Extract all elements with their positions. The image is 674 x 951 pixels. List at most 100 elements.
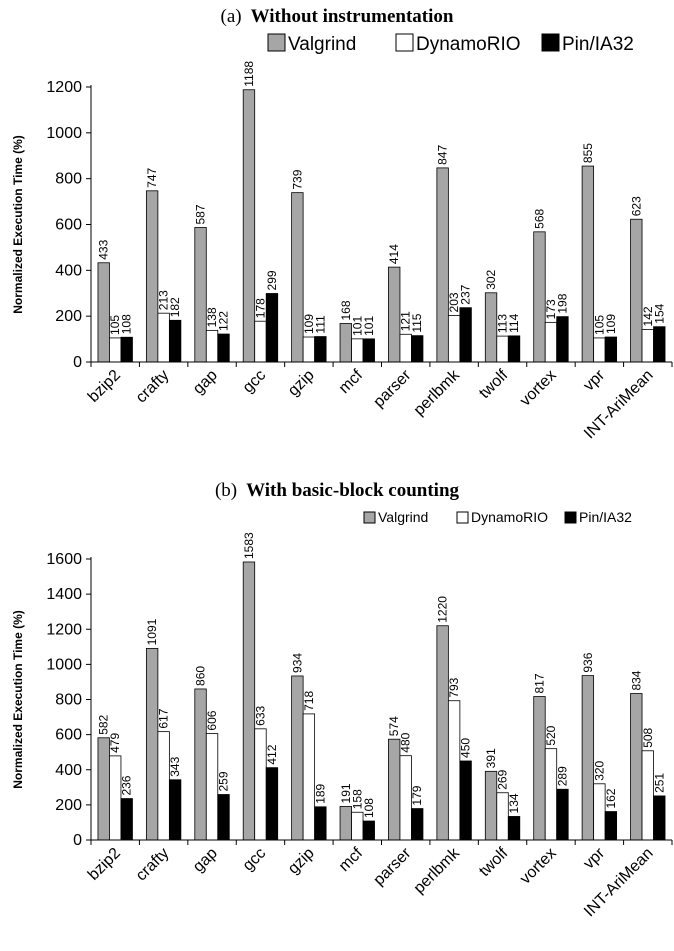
bar-pin bbox=[653, 795, 666, 841]
y-tick-label: 0 bbox=[73, 832, 82, 849]
bar-pin bbox=[411, 808, 424, 841]
data-label-valgrind: 1188 bbox=[242, 61, 256, 87]
data-label-dynamorio: 113 bbox=[496, 314, 510, 333]
data-label-valgrind: 1091 bbox=[145, 618, 159, 645]
data-label-dynamorio: 606 bbox=[205, 710, 219, 730]
data-label-pin: 114 bbox=[507, 313, 521, 332]
data-label-dynamorio: 105 bbox=[592, 315, 606, 335]
bar-dynamorio bbox=[302, 336, 316, 363]
data-label-dynamorio: 520 bbox=[544, 725, 558, 745]
data-label-pin: 343 bbox=[168, 756, 182, 776]
bar-pin bbox=[556, 316, 569, 363]
bar-valgrind bbox=[533, 231, 546, 363]
data-label-dynamorio: 142 bbox=[641, 306, 655, 326]
y-tick-label: 800 bbox=[55, 171, 82, 188]
bar-dynamorio bbox=[544, 321, 558, 363]
bar-pin bbox=[507, 816, 521, 841]
bar-pin bbox=[459, 760, 472, 841]
bar-valgrind bbox=[630, 218, 643, 363]
y-tick-label: 600 bbox=[55, 217, 82, 234]
category-label: gcc bbox=[240, 845, 270, 875]
bar-dynamorio bbox=[593, 337, 606, 363]
bar-dynamorio bbox=[205, 329, 219, 363]
data-label-valgrind: 817 bbox=[532, 673, 546, 693]
data-label-dynamorio: 793 bbox=[447, 677, 461, 697]
category-label: bzip2 bbox=[85, 845, 124, 884]
bar-valgrind bbox=[630, 693, 643, 841]
bar-valgrind bbox=[339, 806, 352, 841]
data-label-pin: 115 bbox=[410, 313, 424, 332]
data-label-valgrind: 936 bbox=[581, 652, 595, 672]
data-label-valgrind: 574 bbox=[387, 716, 401, 736]
data-label-dynamorio: 718 bbox=[302, 691, 316, 711]
data-label-dynamorio: 320 bbox=[592, 760, 606, 780]
bar-valgrind bbox=[436, 167, 449, 363]
category-label: perlbmk bbox=[411, 366, 464, 419]
bar-pin bbox=[217, 794, 230, 841]
bar-valgrind bbox=[291, 192, 304, 363]
data-label-dynamorio: 269 bbox=[496, 769, 510, 789]
bar-dynamorio bbox=[641, 329, 654, 363]
y-tick-label: 0 bbox=[73, 354, 82, 371]
data-label-pin: 162 bbox=[604, 788, 618, 808]
data-label-valgrind: 582 bbox=[97, 714, 111, 734]
data-label-valgrind: 934 bbox=[290, 653, 304, 673]
bar-dynamorio bbox=[157, 731, 170, 841]
bar-dynamorio bbox=[641, 750, 654, 841]
legend-swatch-dynamorio bbox=[456, 511, 469, 524]
data-label-dynamorio: 173 bbox=[544, 299, 558, 319]
bar-dynamorio bbox=[351, 338, 364, 363]
bar-dynamorio bbox=[109, 337, 122, 363]
data-label-valgrind: 302 bbox=[484, 269, 498, 289]
data-label-dynamorio: 508 bbox=[641, 727, 655, 747]
y-tick-label: 400 bbox=[55, 762, 82, 779]
data-label-valgrind: 414 bbox=[387, 244, 401, 264]
data-label-pin: 198 bbox=[555, 293, 569, 313]
y-tick-label: 1600 bbox=[46, 551, 82, 568]
data-label-valgrind: 191 bbox=[339, 783, 353, 803]
data-label-pin: 101 bbox=[362, 316, 376, 336]
legend-swatch-pin bbox=[541, 33, 560, 52]
chart-b-title: (b) With basic-block counting bbox=[215, 480, 460, 501]
bar-valgrind bbox=[194, 227, 207, 363]
bar-dynamorio bbox=[399, 333, 412, 363]
data-label-pin: 111 bbox=[313, 315, 327, 334]
data-label-valgrind: 860 bbox=[194, 666, 208, 686]
bar-pin bbox=[314, 806, 327, 841]
bar-pin bbox=[604, 811, 618, 841]
bar-pin bbox=[168, 779, 182, 841]
data-label-dynamorio: 109 bbox=[302, 314, 316, 334]
category-label: gap bbox=[190, 367, 221, 398]
data-label-pin: 237 bbox=[459, 284, 473, 304]
bar-valgrind bbox=[436, 625, 449, 841]
bar-valgrind bbox=[97, 262, 110, 363]
data-label-dynamorio: 480 bbox=[399, 732, 413, 752]
bar-pin bbox=[168, 319, 182, 363]
y-axis-label: Normalized Execution Time (%) bbox=[11, 610, 25, 788]
category-label: vpr bbox=[580, 844, 608, 872]
bar-pin bbox=[362, 338, 375, 363]
data-label-valgrind: 587 bbox=[194, 204, 208, 224]
category-label: twolf bbox=[476, 844, 512, 880]
data-label-pin: 236 bbox=[120, 775, 134, 795]
category-label: crafty bbox=[133, 367, 173, 407]
category-label: vortex bbox=[517, 367, 560, 410]
data-label-valgrind: 834 bbox=[629, 670, 643, 690]
bar-valgrind bbox=[145, 647, 159, 841]
bar-valgrind bbox=[533, 696, 546, 841]
bar-pin bbox=[120, 798, 133, 841]
data-label-dynamorio: 121 bbox=[399, 311, 413, 331]
data-label-pin: 134 bbox=[507, 793, 521, 813]
category-label: parser bbox=[370, 366, 415, 411]
category-label: parser bbox=[370, 844, 415, 889]
bar-pin bbox=[314, 336, 327, 363]
category-label: vpr bbox=[580, 366, 608, 394]
bar-dynamorio bbox=[544, 748, 558, 841]
y-tick-label: 1400 bbox=[46, 586, 82, 603]
legend-swatch-pin bbox=[564, 511, 577, 524]
bar-dynamorio bbox=[254, 320, 267, 363]
bar-valgrind bbox=[388, 738, 401, 841]
y-tick-label: 200 bbox=[55, 308, 82, 325]
bar-dynamorio bbox=[302, 713, 316, 841]
category-label: vortex bbox=[517, 845, 560, 888]
